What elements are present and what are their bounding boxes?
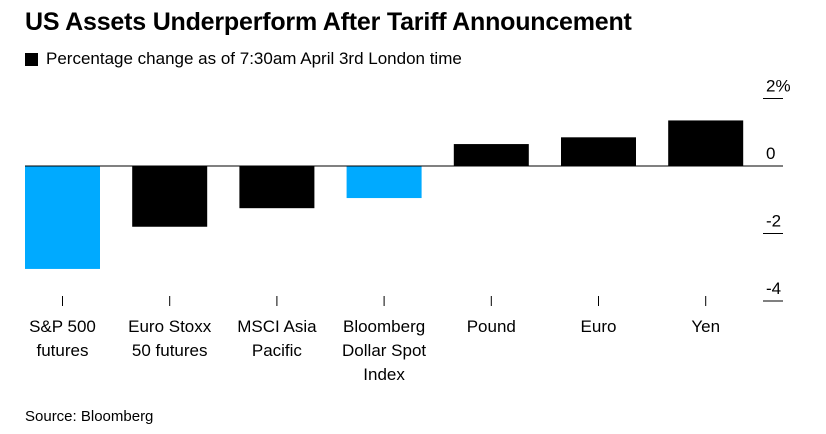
category-label-1: Euro Stoxx 50 futures [128, 317, 212, 360]
category-label-4: Pound [467, 317, 516, 336]
bar-0 [25, 166, 100, 269]
category-label-2: MSCI Asia Pacific [237, 317, 317, 360]
bar-2 [239, 166, 315, 209]
bar-5 [561, 137, 636, 166]
legend: Percentage change as of 7:30am April 3rd… [25, 49, 462, 69]
legend-swatch [25, 52, 38, 66]
bar-3 [346, 166, 422, 199]
source-note: Source: Bloomberg [25, 408, 154, 425]
bar-6 [668, 120, 744, 166]
category-label-3: Bloomberg Dollar Spot Index [342, 317, 426, 384]
bar-4 [453, 144, 529, 166]
category-label-6: Yen [691, 317, 720, 336]
category-label-0: S&P 500 futures [29, 317, 96, 360]
bar-1 [132, 166, 208, 227]
y-tick-label-2: -2 [766, 212, 781, 231]
y-tick-label-0: 2% [766, 77, 791, 96]
legend-label: Percentage change as of 7:30am April 3rd… [46, 49, 462, 68]
y-tick-label-1: 0 [766, 144, 775, 163]
y-tick-label-3: -4 [766, 279, 781, 298]
category-label-5: Euro [581, 317, 617, 336]
chart-title: US Assets Underperform After Tariff Anno… [25, 8, 632, 36]
